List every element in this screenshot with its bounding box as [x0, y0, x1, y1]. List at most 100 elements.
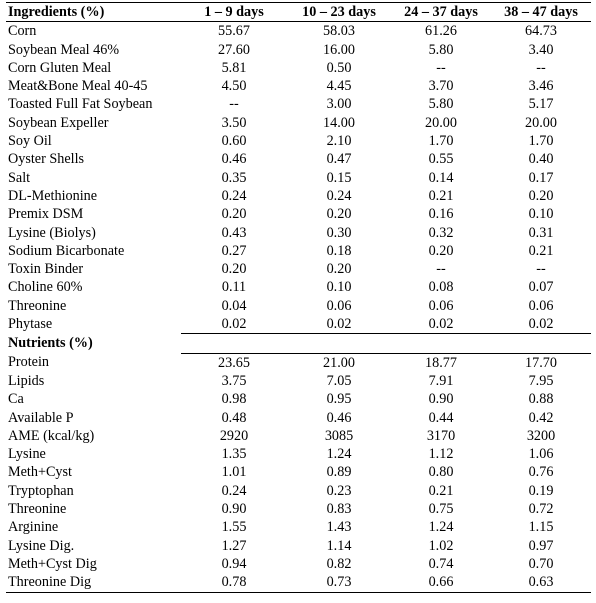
ingredient-row: Threonine 0.04 0.06 0.06 0.06	[6, 297, 591, 315]
cell-value: 1.01	[221, 464, 247, 481]
cell-value: 0.44	[428, 409, 454, 426]
cell-value: 64.73	[525, 23, 557, 40]
row-label: Lysine	[8, 446, 46, 463]
row-label: Meth+Cyst	[8, 464, 72, 481]
cell-value: 2.10	[326, 133, 352, 150]
cell-value: 20.00	[425, 114, 457, 131]
cell-value: 0.32	[428, 224, 454, 241]
row-label: Meat&Bone Meal 40-45	[8, 78, 148, 95]
cell-value: --	[536, 261, 546, 278]
cell-value: 1.35	[221, 446, 247, 463]
cell-value: 3.70	[428, 78, 454, 95]
cell-value: 0.06	[326, 297, 352, 314]
nutrient-row: Meth+Cyst 1.01 0.89 0.80 0.76	[6, 463, 591, 481]
cell-value: 0.10	[326, 279, 352, 296]
cell-value: 3.75	[221, 372, 247, 389]
cell-value: 0.02	[221, 316, 247, 333]
cell-value: 0.90	[221, 501, 247, 518]
cell-value: 0.88	[528, 391, 554, 408]
cell-value: 0.30	[326, 224, 352, 241]
nutrient-row: AME (kcal/kg) 2920 3085 3170 3200	[6, 427, 591, 445]
ingredient-row: Soybean Meal 46% 27.60 16.00 5.80 3.40	[6, 41, 591, 59]
cell-value: 0.20	[221, 261, 247, 278]
cell-value: 0.11	[221, 279, 247, 296]
ingredient-row: Lysine (Biolys) 0.43 0.30 0.32 0.31	[6, 224, 591, 242]
nutrient-row: Ca 0.98 0.95 0.90 0.88	[6, 390, 591, 408]
cell-value: 20.00	[525, 114, 557, 131]
cell-value: 0.15	[326, 169, 352, 186]
cell-value: 3170	[426, 427, 456, 444]
cell-value: 1.06	[528, 446, 554, 463]
row-label: Choline 60%	[8, 279, 83, 296]
cell-value: 0.73	[287, 573, 391, 593]
cell-value: 61.26	[425, 23, 457, 40]
cell-value: 0.20	[221, 206, 247, 223]
nutrient-row: Tryptophan 0.24 0.23 0.21 0.19	[6, 482, 591, 500]
cell-value: 7.05	[326, 372, 352, 389]
nutrient-row: Lipids 3.75 7.05 7.91 7.95	[6, 372, 591, 390]
row-label: Meth+Cyst Dig	[8, 555, 97, 572]
cell-value: 16.00	[323, 41, 355, 58]
cell-value: 0.75	[428, 501, 454, 518]
nutrient-row: Threonine 0.90 0.83 0.75 0.72	[6, 500, 591, 518]
cell-value: 3200	[526, 427, 556, 444]
nutrient-row: Lysine Dig. 1.27 1.14 1.02 0.97	[6, 537, 591, 555]
cell-value: 27.60	[218, 41, 250, 58]
nutrient-row: Meth+Cyst Dig 0.94 0.82 0.74 0.70	[6, 555, 591, 573]
cell-value: 3.00	[326, 96, 352, 113]
cell-value: 0.74	[428, 555, 454, 572]
cell-value: 0.04	[221, 297, 247, 314]
cell-value: 0.31	[528, 224, 554, 241]
ingredient-row: Phytase 0.02 0.02 0.02 0.02	[6, 315, 591, 334]
row-label: Phytase	[8, 316, 53, 333]
cell-value: 0.47	[326, 151, 352, 168]
ingredient-row: Meat&Bone Meal 40-45 4.50 4.45 3.70 3.46	[6, 77, 591, 95]
cell-value: 0.97	[528, 537, 554, 554]
cell-value: 0.02	[528, 316, 554, 333]
cell-value: 0.17	[528, 169, 554, 186]
cell-value: 0.20	[326, 206, 352, 223]
cell-value: 0.20	[528, 187, 554, 204]
cell-value: 4.45	[326, 78, 352, 95]
cell-value: 0.43	[221, 224, 247, 241]
row-label: Threonine	[8, 501, 67, 518]
cell-value: 1.14	[326, 537, 352, 554]
cell-value: --	[436, 59, 446, 76]
row-label: Threonine	[8, 297, 67, 314]
header-nutrients: Nutrients (%)	[8, 335, 93, 352]
cell-value: 0.98	[221, 391, 247, 408]
cell-value: 0.21	[428, 482, 454, 499]
header-row: Ingredients (%) 1 – 9 days 10 – 23 days …	[6, 1, 591, 23]
ingredient-row: Corn 55.67 58.03 61.26 64.73	[6, 22, 591, 41]
cell-value: 0.02	[428, 316, 454, 333]
cell-value: 0.50	[326, 59, 352, 76]
cell-value: 21.00	[323, 354, 355, 371]
row-label: DL-Methionine	[8, 187, 98, 204]
cell-value: 18.77	[425, 354, 457, 371]
nutrient-row: Threonine Dig 0.78 0.73 0.66 0.63	[6, 573, 591, 593]
ingredient-row: Corn Gluten Meal 5.81 0.50 -- --	[6, 59, 591, 77]
cell-value: 0.06	[428, 297, 454, 314]
cell-value: 17.70	[525, 354, 557, 371]
cell-value: 2920	[219, 427, 249, 444]
header-period-3: 24 – 37 days	[391, 1, 491, 23]
cell-value: 0.19	[528, 482, 554, 499]
row-label: Corn	[8, 23, 37, 40]
header-period-4: 38 – 47 days	[491, 1, 591, 23]
row-label: Ca	[8, 391, 24, 408]
row-label: Toxin Binder	[8, 261, 84, 278]
row-label: Oyster Shells	[8, 151, 85, 168]
cell-value: 0.06	[528, 297, 554, 314]
cell-value: 4.50	[221, 78, 247, 95]
cell-value: 1.70	[428, 133, 454, 150]
cell-value: 0.60	[221, 133, 247, 150]
cell-value: 1.27	[221, 537, 247, 554]
cell-value: 0.20	[326, 261, 352, 278]
cell-value: 0.14	[428, 169, 454, 186]
cell-value: 0.10	[528, 206, 554, 223]
nutrients-header-row: Nutrients (%)	[6, 333, 591, 354]
cell-value: 0.40	[528, 151, 554, 168]
ingredients-section: Corn 55.67 58.03 61.26 64.73 Soybean Meal 46%…	[6, 22, 591, 334]
ingredient-row: Toasted Full Fat Soybean -- 3.00 5.80 5.17	[6, 95, 591, 113]
cell-value: 7.91	[428, 372, 454, 389]
